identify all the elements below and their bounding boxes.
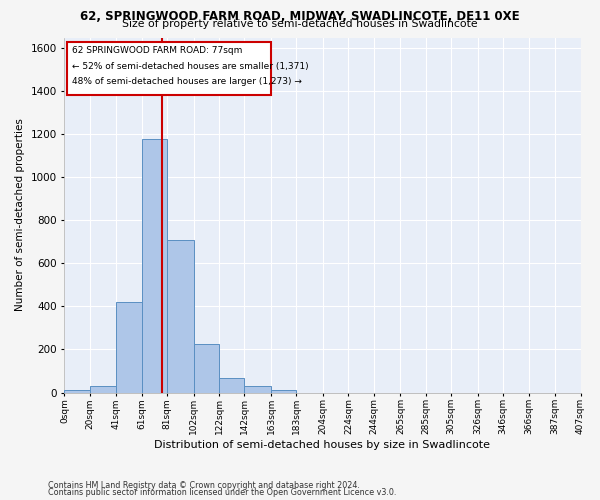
- X-axis label: Distribution of semi-detached houses by size in Swadlincote: Distribution of semi-detached houses by …: [154, 440, 490, 450]
- Text: ← 52% of semi-detached houses are smaller (1,371): ← 52% of semi-detached houses are smalle…: [72, 62, 308, 70]
- Text: 62 SPRINGWOOD FARM ROAD: 77sqm: 62 SPRINGWOOD FARM ROAD: 77sqm: [72, 46, 242, 55]
- Bar: [244, 386, 271, 392]
- Bar: [116, 302, 142, 392]
- Bar: [90, 386, 116, 392]
- Text: Contains HM Land Registry data © Crown copyright and database right 2024.: Contains HM Land Registry data © Crown c…: [48, 481, 360, 490]
- Bar: [271, 390, 296, 392]
- Bar: [142, 138, 167, 392]
- Text: Contains public sector information licensed under the Open Government Licence v3: Contains public sector information licen…: [48, 488, 397, 497]
- Text: 48% of semi-detached houses are larger (1,273) →: 48% of semi-detached houses are larger (…: [72, 77, 302, 86]
- Bar: [194, 344, 219, 393]
- Bar: [67, 42, 271, 95]
- Text: 62, SPRINGWOOD FARM ROAD, MIDWAY, SWADLINCOTE, DE11 0XE: 62, SPRINGWOOD FARM ROAD, MIDWAY, SWADLI…: [80, 10, 520, 23]
- Bar: [219, 378, 244, 392]
- Text: Size of property relative to semi-detached houses in Swadlincote: Size of property relative to semi-detach…: [122, 19, 478, 29]
- Bar: [64, 390, 90, 392]
- Bar: [167, 240, 194, 392]
- Y-axis label: Number of semi-detached properties: Number of semi-detached properties: [15, 118, 25, 312]
